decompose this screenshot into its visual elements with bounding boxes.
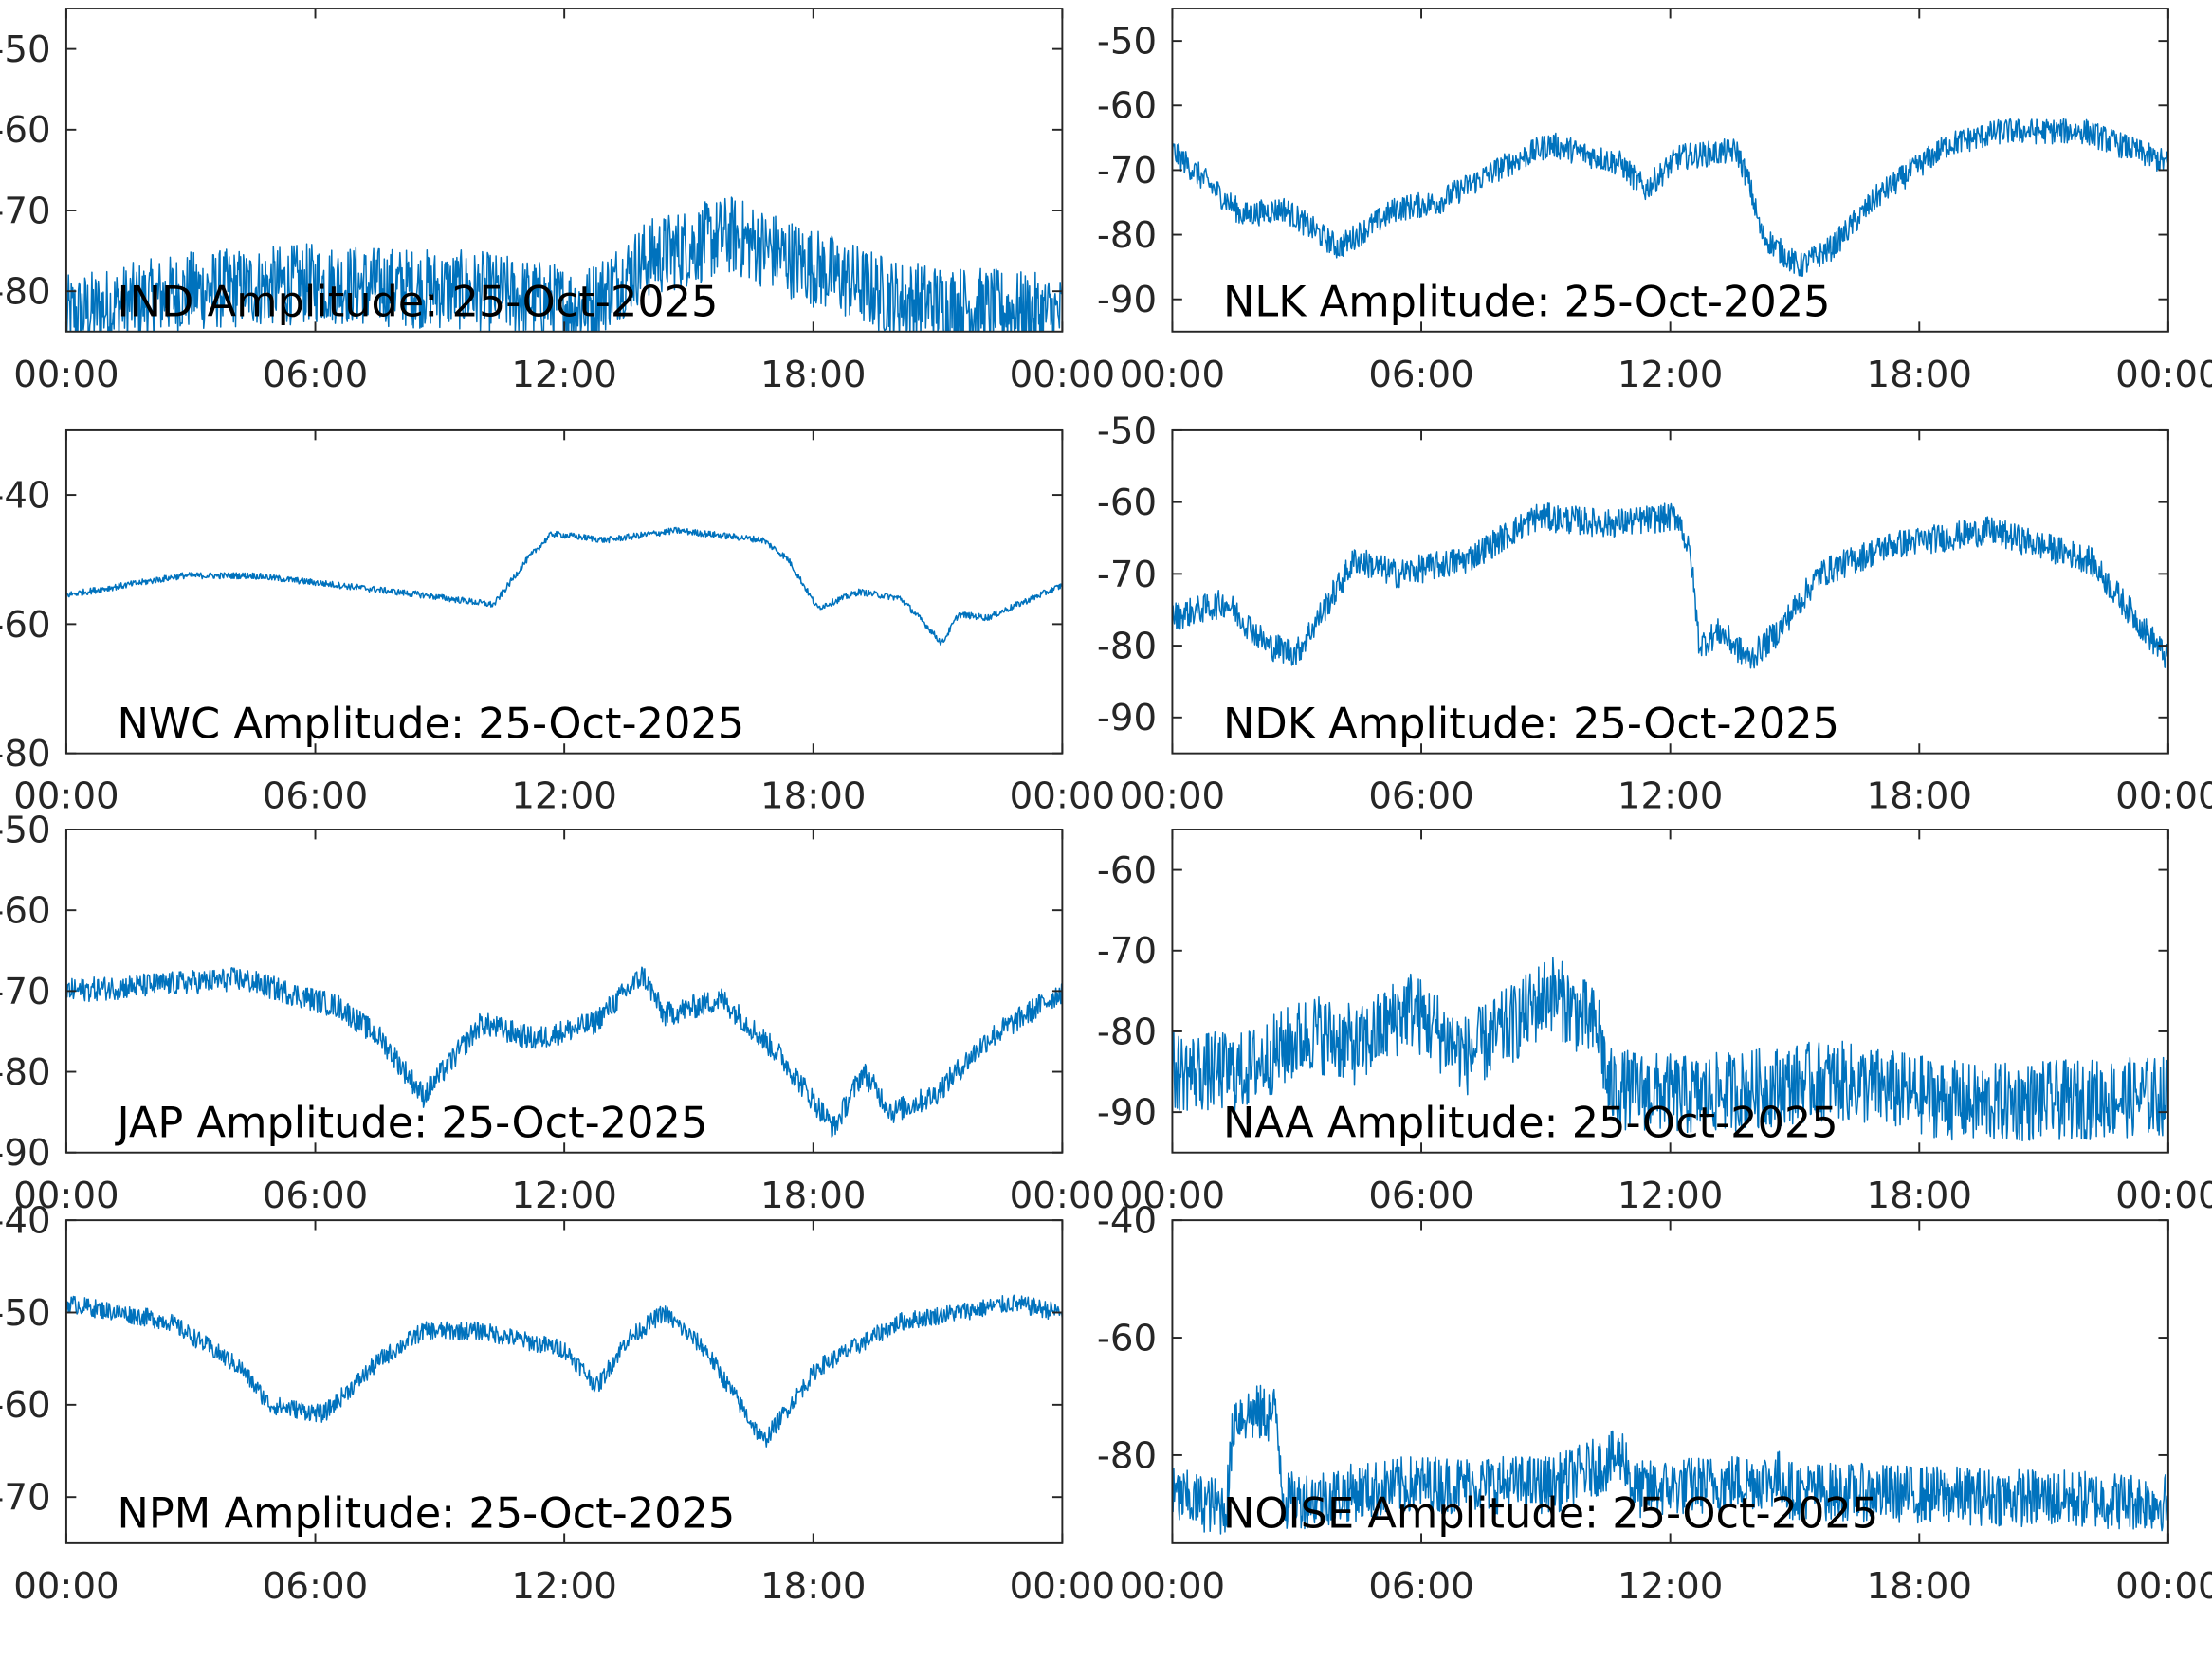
x-tick-label: 00:00 (1010, 775, 1115, 818)
y-tick-label: -60 (0, 109, 51, 152)
series-line (65, 966, 1063, 1138)
x-tick-label: 00:00 (13, 354, 119, 396)
x-tick-label: 00:00 (2115, 1565, 2212, 1608)
x-tick-label: 18:00 (1867, 775, 1972, 818)
x-tick-label: 06:00 (1368, 775, 1473, 818)
y-tick-label: -50 (1097, 410, 1157, 452)
panel-nlk: 00:00 06:00 12:00 18:00 00:00 -50 -60 -70 -80 -90… (1097, 8, 2212, 396)
y-tick-label: -90 (1097, 697, 1157, 739)
x-tick-label: 12:00 (1618, 775, 1723, 818)
x-tick-label: 00:00 (1120, 1565, 1225, 1608)
panel-ind: 00:00 06:00 12:00 18:00 00:00 -50 -60 -70 -80 IND… (0, 8, 1115, 396)
x-tick-label: 12:00 (511, 775, 616, 818)
x-tick-label: 18:00 (1867, 1565, 1972, 1608)
y-tick-label: -80 (0, 1051, 51, 1094)
y-tick-label: -50 (0, 809, 51, 851)
panel-naa: 00:00 06:00 12:00 18:00 00:00 -60 -70 -80 -90 NAA… (1097, 829, 2212, 1217)
panel-noise: 00:00 06:00 12:00 18:00 00:00 -40 -60 -80 NOISE … (1097, 1200, 2212, 1608)
x-tick-label: 06:00 (1368, 354, 1473, 396)
panel-title: JAP Amplitude: 25-Oct-2025 (114, 1098, 707, 1147)
y-tick-label: -40 (1097, 1200, 1157, 1243)
x-tick-label: 18:00 (760, 1565, 866, 1608)
x-tick-label: 00:00 (2115, 775, 2212, 818)
panel-title: NDK Amplitude: 25-Oct-2025 (1223, 699, 1839, 748)
y-tick-label: -80 (1097, 1434, 1157, 1477)
y-tick-label: -80 (1097, 214, 1157, 257)
panel-nwc: 00:00 06:00 12:00 18:00 00:00 -40 -60 -80 NWC Am… (0, 428, 1115, 818)
y-tick-label: -90 (0, 1132, 51, 1175)
x-tick-label: 06:00 (263, 1565, 368, 1608)
panel-title: NLK Amplitude: 25-Oct-2025 (1223, 277, 1831, 326)
x-tick-label: 18:00 (1867, 354, 1972, 396)
series-line (1172, 957, 2168, 1142)
x-tick-label: 12:00 (1618, 354, 1723, 396)
y-tick-label: -70 (1097, 930, 1157, 973)
x-tick-label: 00:00 (1010, 354, 1115, 396)
x-tick-label: 06:00 (1368, 1565, 1473, 1608)
y-tick-label: -50 (1097, 21, 1157, 64)
y-tick-label: -60 (0, 1384, 51, 1427)
x-tick-label: 00:00 (13, 1175, 119, 1217)
y-tick-label: -70 (1097, 150, 1157, 192)
y-tick-label: -70 (1097, 554, 1157, 596)
x-tick-label: 00:00 (2115, 354, 2212, 396)
panel-title: NPM Amplitude: 25-Oct-2025 (117, 1489, 735, 1539)
panel-ndk: 00:00 06:00 12:00 18:00 00:00 -50 -60 -70 -80 -90… (1097, 410, 2212, 817)
x-tick-label: 06:00 (263, 1175, 368, 1217)
x-tick-label: 06:00 (263, 354, 368, 396)
x-tick-label: 00:00 (1120, 354, 1225, 396)
y-tick-label: -70 (0, 971, 51, 1013)
x-tick-label: 12:00 (511, 354, 616, 396)
x-tick-label: 06:00 (1368, 1175, 1473, 1217)
x-tick-label: 12:00 (511, 1565, 616, 1608)
x-tick-label: 00:00 (1120, 775, 1225, 818)
x-tick-label: 18:00 (760, 1175, 866, 1217)
y-tick-label: -90 (1097, 279, 1157, 321)
x-tick-label: 18:00 (760, 354, 866, 396)
series-line (1172, 502, 2168, 669)
y-tick-label: -60 (1097, 85, 1157, 128)
y-tick-label: -60 (0, 890, 51, 933)
series-line (65, 526, 1063, 647)
x-tick-label: 00:00 (13, 1565, 119, 1608)
x-tick-label: 06:00 (263, 775, 368, 818)
y-tick-label: -80 (0, 733, 51, 775)
y-tick-label: -60 (1097, 1317, 1157, 1359)
y-tick-label: -80 (1097, 1011, 1157, 1053)
x-tick-label: 12:00 (511, 1175, 616, 1217)
panel-title: NAA Amplitude: 25-Oct-2025 (1223, 1098, 1838, 1147)
y-tick-label: -60 (0, 604, 51, 647)
y-tick-label: -70 (0, 190, 51, 232)
y-tick-label: -50 (0, 1292, 51, 1335)
x-tick-label: 00:00 (13, 775, 119, 818)
panel-jap: 00:00 06:00 12:00 18:00 00:00 -50 -60 -70 -80 -90… (0, 809, 1115, 1216)
series-line (1172, 118, 2168, 277)
panel-title: NWC Amplitude: 25-Oct-2025 (117, 699, 744, 748)
y-tick-label: -40 (0, 474, 51, 517)
x-tick-label: 18:00 (1867, 1175, 1972, 1217)
x-tick-label: 00:00 (1010, 1565, 1115, 1608)
x-tick-label: 12:00 (1618, 1175, 1723, 1217)
x-tick-label: 00:00 (2115, 1175, 2212, 1217)
y-tick-label: -50 (0, 28, 51, 71)
series-line (65, 1294, 1063, 1448)
panel-title: IND Amplitude: 25-Oct-2025 (117, 277, 718, 326)
y-tick-label: -60 (1097, 849, 1157, 892)
panel-title: NOISE Amplitude: 25-Oct-2025 (1223, 1489, 1878, 1539)
y-tick-label: -40 (0, 1200, 51, 1243)
x-tick-label: 00:00 (1120, 1175, 1225, 1217)
x-tick-label: 18:00 (760, 775, 866, 818)
x-tick-label: 00:00 (1010, 1175, 1115, 1217)
y-tick-label: -80 (1097, 625, 1157, 667)
series-line (65, 196, 1063, 332)
y-tick-label: -70 (0, 1477, 51, 1520)
x-tick-label: 12:00 (1618, 1565, 1723, 1608)
y-tick-label: -60 (1097, 482, 1157, 524)
series-line (1172, 1384, 2168, 1535)
y-tick-label: -80 (0, 271, 51, 314)
panel-npm: 00:00 06:00 12:00 18:00 00:00 -40 -50 -60 -70 NPM… (0, 1200, 1115, 1608)
y-tick-label: -90 (1097, 1092, 1157, 1135)
